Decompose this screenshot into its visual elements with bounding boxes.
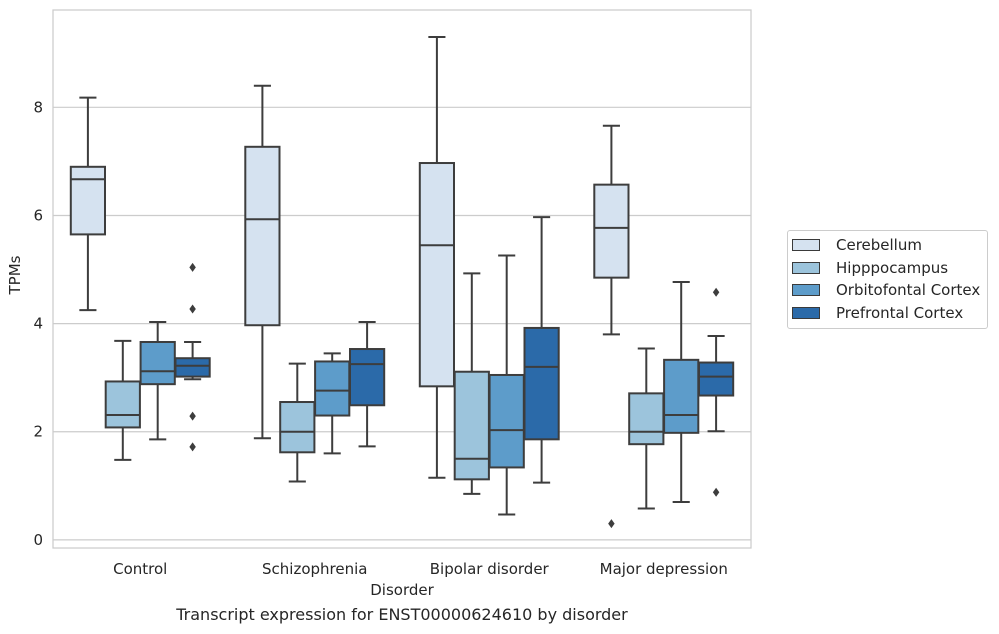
boxes [69,36,735,529]
y-tick-label: 6 [33,206,43,224]
y-tick-label: 0 [33,531,43,549]
legend: Cerebellum Hipppocampus Orbitofontal Corte… [787,230,988,330]
y-axis: 0 2 4 6 8 [33,98,43,549]
box-hipppocampus [628,347,665,510]
x-tick-label: Bipolar disorder [430,560,550,578]
box-hipppocampus [104,339,141,461]
box [697,361,735,397]
x-tick-label: Major depression [600,560,728,578]
box [69,165,107,236]
box-prefrontal-cortex [697,287,735,497]
outlier-point [189,304,196,314]
legend-label: Orbitofontal Cortex [836,281,981,300]
y-tick-label: 8 [33,98,43,116]
x-tick-label: Control [113,560,167,578]
y-axis-label: TPMs [6,255,24,295]
box [488,373,525,469]
box [104,380,141,429]
legend-item: Cerebellum [788,234,987,257]
legend-item: Orbitofontal Cortex [788,279,987,302]
outlier-point [608,519,615,529]
outlier-point [189,411,196,421]
legend-label: Prefrontal Cortex [836,304,964,323]
box-prefrontal-cortex [174,262,211,452]
box-prefrontal-cortex [348,320,386,448]
box [244,145,281,327]
plot-area [52,9,752,549]
box-orbitofontal-cortex [139,320,176,441]
legend-swatch [792,261,820,274]
legend-label: Hipppocampus [836,258,949,277]
box-hipppocampus [453,272,490,495]
box [139,340,176,386]
outlier-point [189,442,196,452]
legend-swatch [792,284,820,297]
y-tick-label: 2 [33,423,43,441]
box-orbitofontal-cortex [314,352,351,455]
outlier-point [712,287,720,297]
legend-swatch [792,307,820,320]
legend-item: Hipppocampus [788,257,987,280]
box [418,162,456,388]
box-cerebellum [244,84,281,440]
x-axis: Control Schizophrenia Bipolar disorder Majo… [113,560,728,578]
legend-item: Prefrontal Cortex [788,302,987,325]
box [453,370,490,481]
box [593,183,630,279]
x-axis-label: Disorder [370,581,434,599]
outlier-point [712,487,720,497]
box [314,360,351,417]
chart-title: Transcript expression for ENST0000062461… [176,605,628,624]
box-cerebellum [593,124,630,529]
box-prefrontal-cortex [523,216,560,484]
box-hipppocampus [279,362,316,483]
box-cerebellum [69,96,107,312]
box [663,358,700,434]
box [628,392,665,446]
outlier-point [189,262,196,272]
box [523,326,560,441]
y-tick-label: 4 [33,315,43,333]
box-cerebellum [418,36,456,479]
box-orbitofontal-cortex [663,280,700,504]
box [348,348,386,407]
legend-swatch [792,239,820,252]
x-tick-label: Schizophrenia [262,560,367,578]
box [174,357,211,378]
legend-label: Cerebellum [836,236,922,255]
box [279,401,316,454]
